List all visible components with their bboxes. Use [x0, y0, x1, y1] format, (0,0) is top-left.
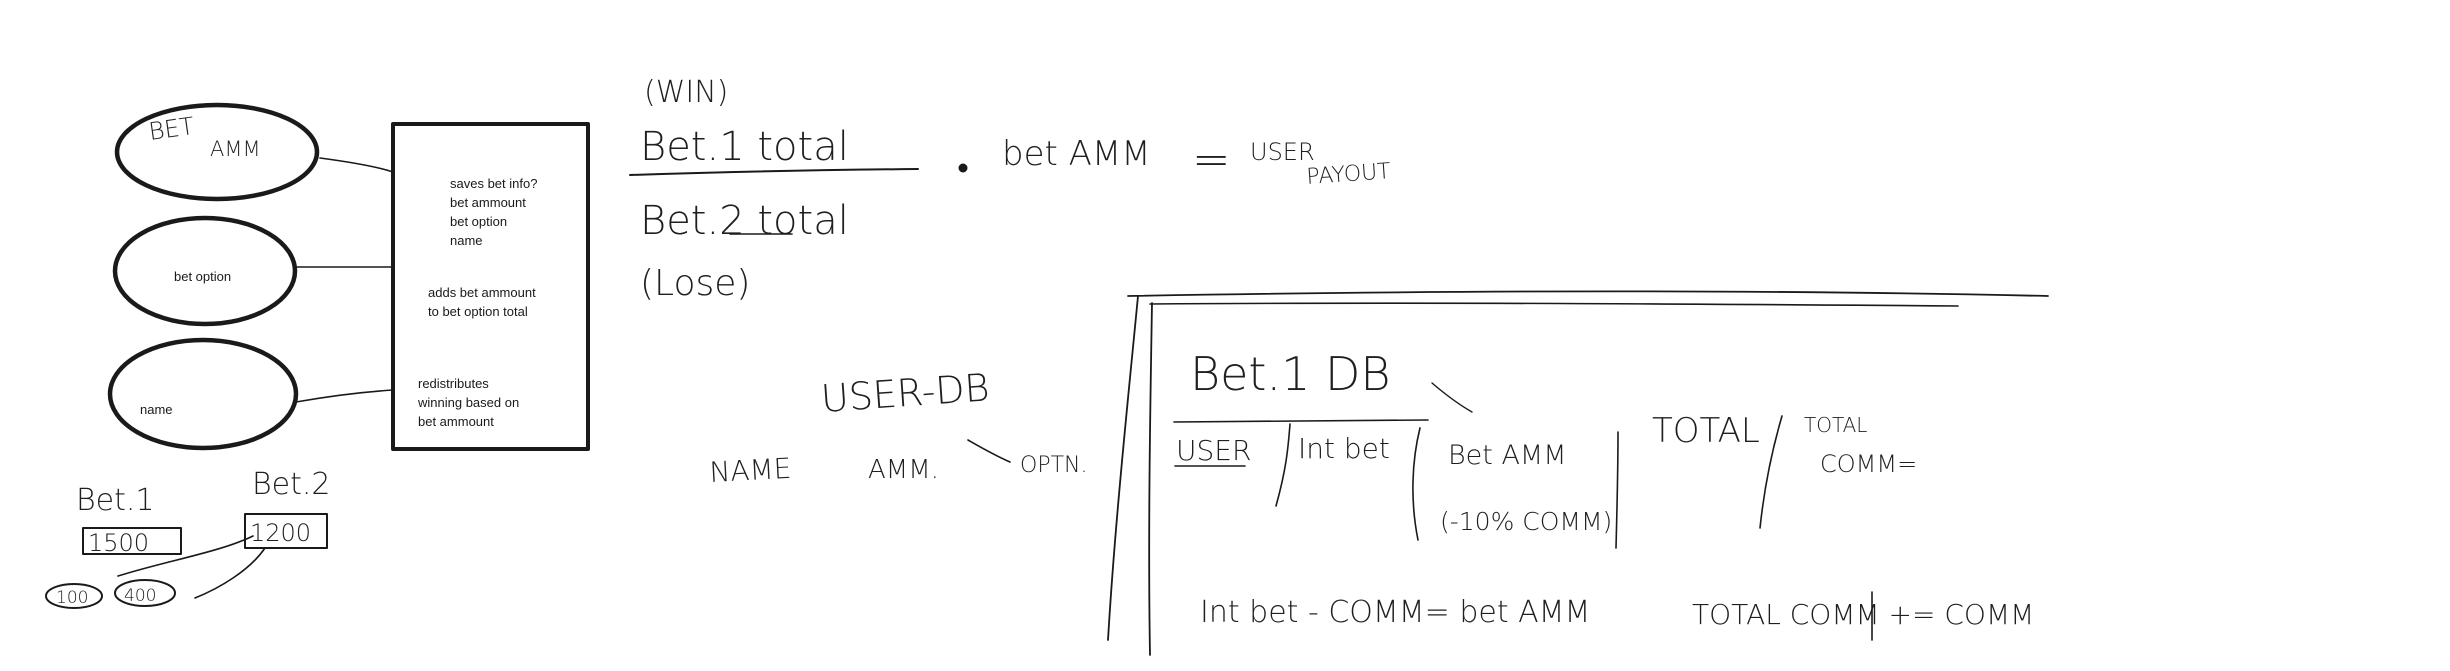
bet-db-divider-4 — [1759, 415, 1783, 529]
multiply-dot — [958, 163, 968, 173]
process-step3-line2: winning based on — [417, 395, 519, 410]
sub1-ellipse — [45, 583, 103, 609]
bet2-value-box — [244, 513, 328, 549]
bet1-value-box — [82, 527, 182, 555]
user-db: USER-DB NAME AMM. OPTN. — [709, 365, 1088, 489]
bet-db-formula-2: TOTAL COMM += COMM — [1692, 598, 2034, 631]
bet-amm-label-1: BET — [147, 112, 196, 146]
sub1-value: 100 — [56, 588, 88, 608]
connector-bet-amm — [319, 157, 394, 173]
sub2-ellipse — [114, 579, 176, 607]
bet-db-col-init: Int bet — [1298, 432, 1390, 465]
formula-result-2: PAYOUT — [1306, 159, 1392, 190]
bet-db-col-user: USER — [1176, 434, 1251, 467]
bet-db-col-total-comm-1: TOTAL — [1804, 413, 1867, 437]
bet-db-divider-1 — [1275, 423, 1291, 507]
bet-db-col-total-comm-2: COMM= — [1820, 450, 1917, 478]
bet-db-formula-1: Int bet - COMM= bet AMM — [1200, 595, 1590, 630]
formula-denominator: Bet.2 total — [640, 198, 849, 244]
bet-db-header-rule — [1173, 419, 1429, 423]
process-step1-line3: bet option — [450, 214, 507, 229]
connector-name — [295, 389, 394, 403]
process-step1-line1: saves bet info? — [450, 176, 537, 191]
process-step3-line1: redistributes — [418, 376, 489, 391]
bet-amm-node: BET AMM — [114, 102, 320, 202]
bet-db-top-inner-line — [1149, 302, 1959, 307]
process-box-frame — [391, 122, 590, 451]
bet-db-col-betamm-note: (-10% COMM) — [1440, 507, 1612, 536]
process-step2-line2: to bet option total — [428, 304, 528, 319]
bet-option-label: bet option — [174, 269, 231, 284]
formula-equals: = — [1192, 132, 1231, 186]
name-label: name — [140, 402, 173, 417]
bet-amm-ellipse — [114, 102, 320, 202]
user-db-stroke — [967, 439, 1011, 463]
payout-formula: (WIN) Bet.1 total Bet.2 total (Lose) bet… — [629, 75, 1392, 304]
formula-times: bet AMM — [1002, 134, 1151, 174]
bet2-value: 1200 — [250, 519, 311, 547]
bet-db: Bet.1 DB USER Int bet Bet AMM (-10% COMM… — [1107, 290, 2049, 656]
name-ellipse — [107, 337, 299, 451]
bet-db-top-line — [1127, 290, 2049, 297]
split-line-1 — [117, 535, 254, 577]
bet2-label: Bet.2 — [252, 467, 331, 502]
bet-db-title: Bet.1 DB — [1190, 347, 1391, 401]
process-box: saves bet info? bet ammount bet option n… — [391, 122, 590, 451]
bet-db-col-betamm: Bet AMM — [1448, 440, 1567, 471]
process-step1-line4: name — [450, 233, 483, 248]
user-db-title: USER-DB — [820, 365, 991, 421]
formula-numerator: Bet.1 total — [640, 124, 849, 170]
bet-option-node: bet option — [112, 215, 298, 327]
formula-lose: (Lose) — [640, 263, 750, 304]
formula-result-1: USER — [1250, 138, 1315, 166]
process-step3-line3: bet ammount — [418, 414, 494, 429]
bet-db-left-outer — [1107, 295, 1139, 641]
example-bets: Bet.1 Bet.2 1500 1200 100 400 — [45, 467, 331, 609]
fraction-bar — [629, 168, 919, 176]
process-step2-line1: adds bet ammount — [428, 285, 536, 300]
bet1-value: 1500 — [88, 529, 149, 557]
bet-db-left-inner — [1148, 302, 1153, 656]
bet-amm-label-2: AMM — [210, 137, 261, 161]
sub2-value: 400 — [124, 586, 156, 606]
split-line-2 — [194, 547, 266, 599]
process-step1-line2: bet ammount — [450, 195, 526, 210]
formula-win: (WIN) — [644, 75, 728, 110]
bet-db-divider-2 — [1412, 427, 1421, 541]
user-db-col-name: NAME — [709, 452, 793, 489]
name-node: name — [107, 337, 299, 451]
bet-db-title-stroke — [1431, 382, 1473, 413]
user-db-col-optn: OPTN. — [1020, 453, 1087, 478]
bet-db-col-total: TOTAL — [1652, 411, 1760, 451]
bet-option-ellipse — [112, 215, 298, 327]
user-db-col-amm: AMM. — [868, 455, 939, 485]
bet1-label: Bet.1 — [76, 483, 155, 518]
bet-db-divider-3 — [1615, 431, 1619, 549]
